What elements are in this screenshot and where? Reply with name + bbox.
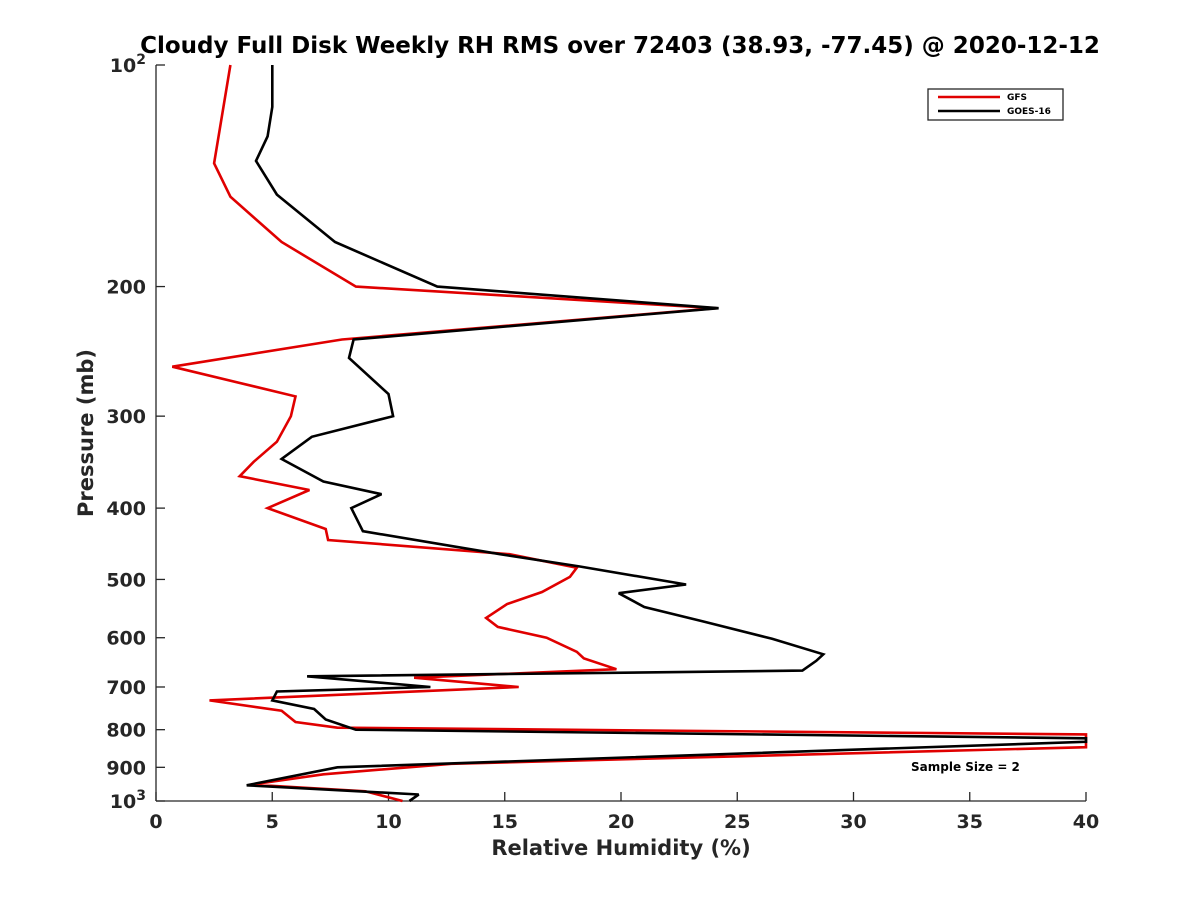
x-tick-label: 0 — [149, 811, 162, 833]
series-line-goes-16 — [246, 65, 1088, 803]
legend-box — [927, 88, 1064, 121]
legend: GFS GOES-16 — [927, 88, 1064, 121]
legend-label-goes16: GOES-16 — [1007, 107, 1051, 117]
y-tick-label: 400 — [106, 498, 146, 520]
y-axis-ticks: 102 200 300 400 500 600 700 800 900 103 — [106, 52, 165, 813]
y-tick-label: 200 — [106, 277, 146, 299]
y-tick-label: 300 — [106, 406, 146, 428]
y-tick-label: 900 — [106, 757, 146, 779]
x-tick-label: 10 — [375, 811, 401, 833]
series-layer — [171, 64, 1088, 803]
legend-label-gfs: GFS — [1007, 93, 1027, 103]
x-axis-label: Relative Humidity (%) — [491, 836, 750, 860]
y-tick-label: 500 — [106, 569, 146, 591]
y-tick-label: 600 — [106, 628, 146, 650]
x-tick-label: 5 — [266, 811, 279, 833]
x-tick-label: 20 — [608, 811, 634, 833]
x-tick-label: 25 — [724, 811, 750, 833]
x-tick-label: 40 — [1073, 811, 1099, 833]
x-tick-label: 15 — [492, 811, 518, 833]
y-tick-label: 102 — [110, 52, 146, 77]
y-axis-label: Pressure (mb) — [74, 349, 98, 517]
x-tick-label: 30 — [840, 811, 866, 833]
x-tick-label: 35 — [957, 811, 983, 833]
y-tick-label: 103 — [110, 788, 146, 813]
chart-title: Cloudy Full Disk Weekly RH RMS over 7240… — [140, 33, 1100, 59]
y-tick-label: 800 — [106, 720, 146, 742]
y-tick-label: 700 — [106, 677, 146, 699]
x-axis-ticks: 0 5 10 15 20 25 30 35 40 — [149, 792, 1099, 833]
series-line-gfs — [171, 64, 1088, 803]
sample-size-annotation: Sample Size = 2 — [911, 760, 1020, 774]
